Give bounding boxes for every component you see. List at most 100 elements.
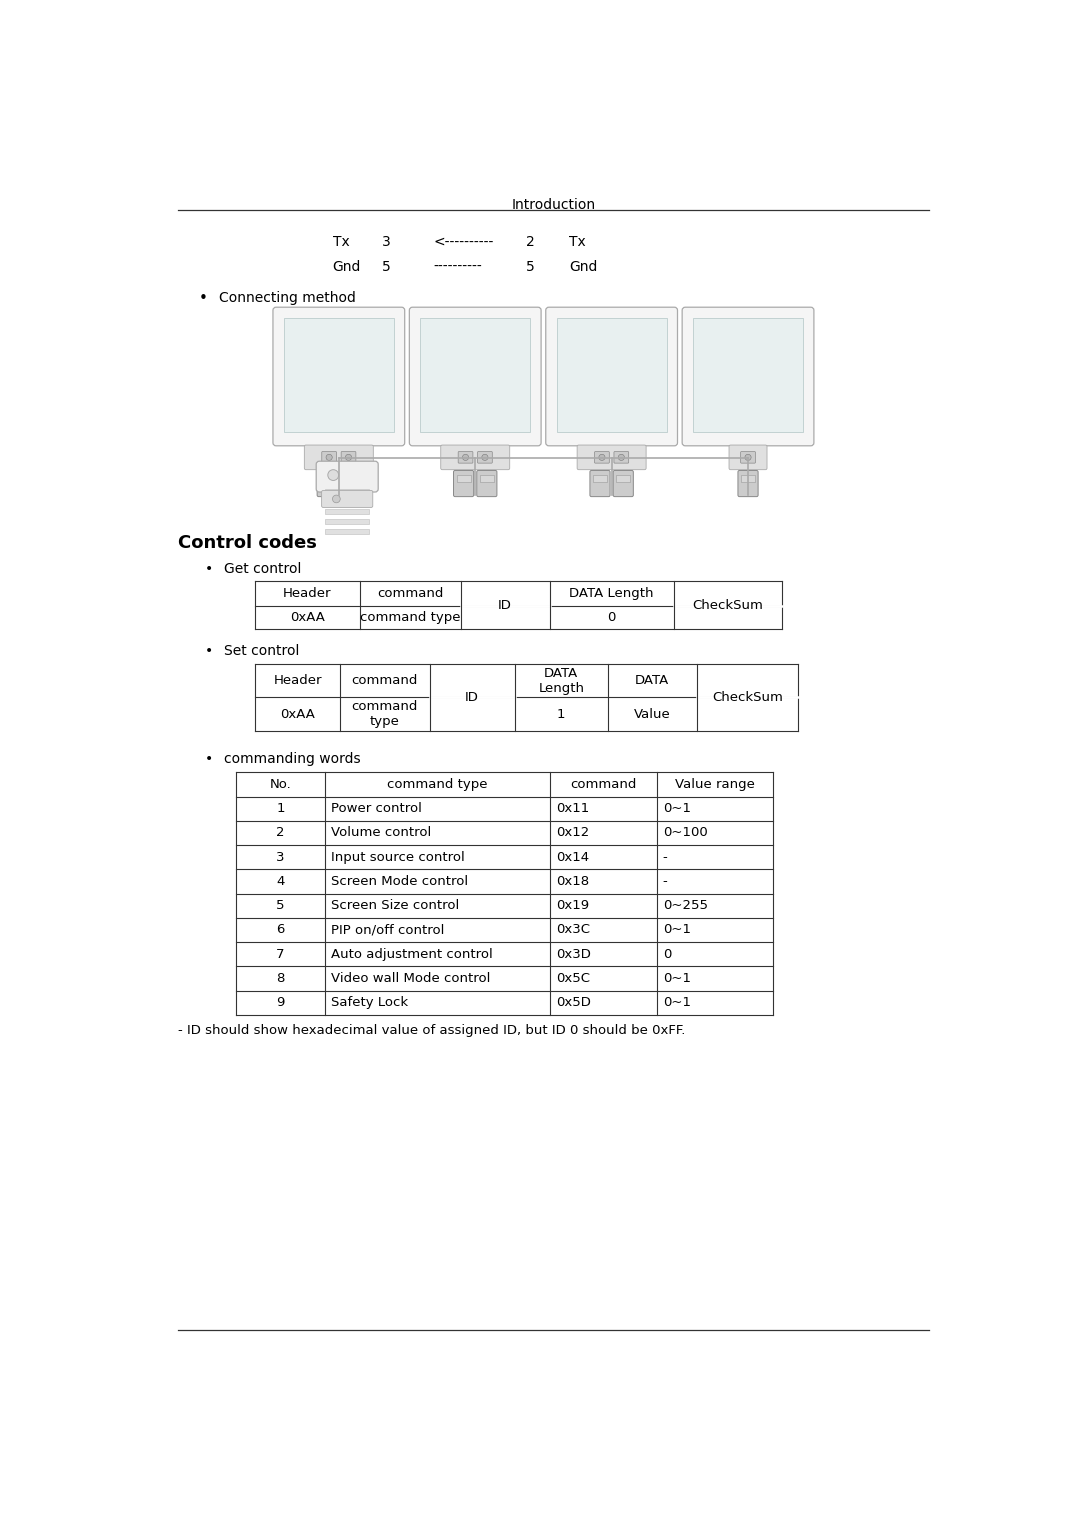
Text: •: •	[205, 644, 213, 658]
Text: 3: 3	[276, 851, 284, 864]
Bar	[325, 489, 369, 495]
FancyBboxPatch shape	[316, 461, 378, 492]
Text: Screen Mode control: Screen Mode control	[332, 875, 469, 887]
FancyBboxPatch shape	[613, 452, 629, 463]
Text: command type: command type	[387, 777, 487, 791]
FancyBboxPatch shape	[322, 490, 373, 507]
FancyBboxPatch shape	[322, 452, 337, 463]
FancyBboxPatch shape	[318, 470, 337, 496]
Text: Connecting method: Connecting method	[218, 292, 355, 305]
Text: -: -	[663, 875, 667, 887]
Text: Input source control: Input source control	[332, 851, 464, 864]
Text: 0~255: 0~255	[663, 899, 707, 912]
Text: 0~1: 0~1	[663, 996, 691, 1009]
FancyBboxPatch shape	[738, 470, 758, 496]
Text: Tx: Tx	[569, 235, 585, 249]
Text: command type: command type	[360, 611, 460, 625]
Circle shape	[482, 454, 488, 461]
Bar	[457, 475, 471, 483]
FancyBboxPatch shape	[341, 452, 356, 463]
Text: ID: ID	[498, 599, 512, 612]
FancyBboxPatch shape	[458, 452, 473, 463]
Bar	[325, 519, 369, 524]
Circle shape	[745, 454, 751, 461]
Text: 1: 1	[276, 802, 284, 815]
Text: -: -	[663, 851, 667, 864]
Text: 2: 2	[526, 235, 535, 249]
Text: 0~1: 0~1	[663, 924, 691, 936]
Text: •: •	[199, 292, 207, 305]
Text: 0x5C: 0x5C	[556, 973, 590, 985]
Text: 9: 9	[276, 996, 284, 1009]
Text: Power control: Power control	[332, 802, 422, 815]
FancyBboxPatch shape	[577, 444, 646, 470]
Text: CheckSum: CheckSum	[692, 599, 764, 612]
Bar	[325, 499, 369, 504]
Text: 7: 7	[276, 948, 284, 960]
Circle shape	[333, 495, 340, 502]
FancyBboxPatch shape	[590, 470, 610, 496]
Text: command: command	[352, 673, 418, 687]
Text: 0x12: 0x12	[556, 826, 589, 840]
Text: 5: 5	[381, 260, 390, 275]
Text: DATA Length: DATA Length	[569, 588, 653, 600]
Text: Volume control: Volume control	[332, 826, 431, 840]
FancyBboxPatch shape	[477, 452, 492, 463]
Bar	[284, 318, 394, 432]
Text: Screen Size control: Screen Size control	[332, 899, 459, 912]
Circle shape	[346, 454, 352, 461]
Text: ID: ID	[465, 692, 480, 704]
Text: 0: 0	[663, 948, 671, 960]
Text: Value: Value	[634, 707, 671, 721]
Text: DATA
Length: DATA Length	[538, 667, 584, 695]
Bar	[593, 475, 607, 483]
Text: 0xAA: 0xAA	[281, 707, 315, 721]
Text: 5: 5	[526, 260, 535, 275]
Bar	[556, 318, 666, 432]
Text: 0x5D: 0x5D	[556, 996, 591, 1009]
Text: 0x3D: 0x3D	[556, 948, 591, 960]
Text: commanding words: commanding words	[225, 753, 361, 767]
FancyBboxPatch shape	[273, 307, 405, 446]
Circle shape	[462, 454, 469, 461]
Text: <----------: <----------	[433, 235, 494, 249]
Text: 0~100: 0~100	[663, 826, 707, 840]
Circle shape	[326, 454, 333, 461]
Text: 1: 1	[557, 707, 566, 721]
Text: 6: 6	[276, 924, 284, 936]
Text: command: command	[377, 588, 443, 600]
Text: Get control: Get control	[225, 562, 301, 576]
Bar	[480, 475, 494, 483]
Text: 5: 5	[276, 899, 284, 912]
Text: 4: 4	[276, 875, 284, 887]
Text: 0x18: 0x18	[556, 875, 589, 887]
Bar	[617, 475, 631, 483]
FancyBboxPatch shape	[613, 470, 633, 496]
FancyBboxPatch shape	[305, 444, 374, 470]
Text: No.: No.	[269, 777, 292, 791]
FancyBboxPatch shape	[409, 307, 541, 446]
Circle shape	[328, 470, 339, 481]
Text: 3: 3	[381, 235, 390, 249]
Text: Value range: Value range	[675, 777, 755, 791]
Text: 0~1: 0~1	[663, 973, 691, 985]
Bar	[325, 528, 369, 534]
Text: PIP on/off control: PIP on/off control	[332, 924, 445, 936]
Text: Header: Header	[283, 588, 332, 600]
FancyBboxPatch shape	[476, 470, 497, 496]
Text: command: command	[570, 777, 636, 791]
Text: 0x3C: 0x3C	[556, 924, 590, 936]
Text: CheckSum: CheckSum	[712, 692, 783, 704]
FancyBboxPatch shape	[340, 470, 361, 496]
Text: DATA: DATA	[635, 673, 670, 687]
Bar	[693, 318, 804, 432]
Text: 0xAA: 0xAA	[291, 611, 325, 625]
FancyBboxPatch shape	[595, 452, 609, 463]
Text: Gnd: Gnd	[333, 260, 361, 275]
Text: 0x11: 0x11	[556, 802, 589, 815]
Text: Introduction: Introduction	[512, 199, 595, 212]
Text: •: •	[205, 562, 213, 576]
Bar	[325, 508, 369, 515]
Bar	[420, 318, 530, 432]
Text: 0~1: 0~1	[663, 802, 691, 815]
